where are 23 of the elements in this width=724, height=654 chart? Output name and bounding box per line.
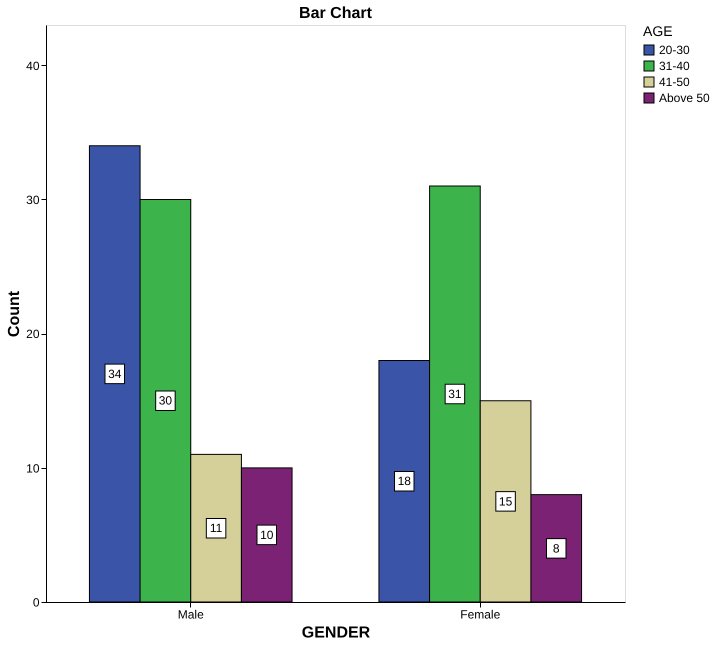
data-label: 11 (210, 521, 223, 536)
y-tick-label: 10 (26, 461, 40, 476)
legend-title: AGE (643, 23, 673, 39)
data-label: 8 (552, 541, 560, 556)
data-label: 31 (448, 387, 462, 402)
y-tick-label: 30 (26, 192, 40, 207)
data-label: 18 (398, 474, 412, 488)
x-tick-label: Female (460, 608, 501, 622)
data-label: 34 (108, 366, 122, 381)
data-label: 30 (158, 394, 172, 408)
y-tick-label: 0 (32, 596, 40, 610)
x-axis-title: GENDER (302, 624, 371, 642)
legend-label: 41-50 (659, 75, 690, 89)
legend-label: 31-40 (659, 59, 690, 73)
chart-title: Bar Chart (299, 5, 373, 22)
y-axis-title: Count (6, 290, 24, 338)
legend-label: 20-30 (659, 43, 690, 57)
x-tick-label: Male (178, 608, 204, 622)
y-tick-label: 20 (26, 327, 40, 342)
data-label: 10 (260, 528, 274, 542)
legend-label: Above 50 (659, 91, 710, 105)
y-tick-label: 40 (26, 58, 40, 73)
data-label: 15 (498, 494, 513, 508)
